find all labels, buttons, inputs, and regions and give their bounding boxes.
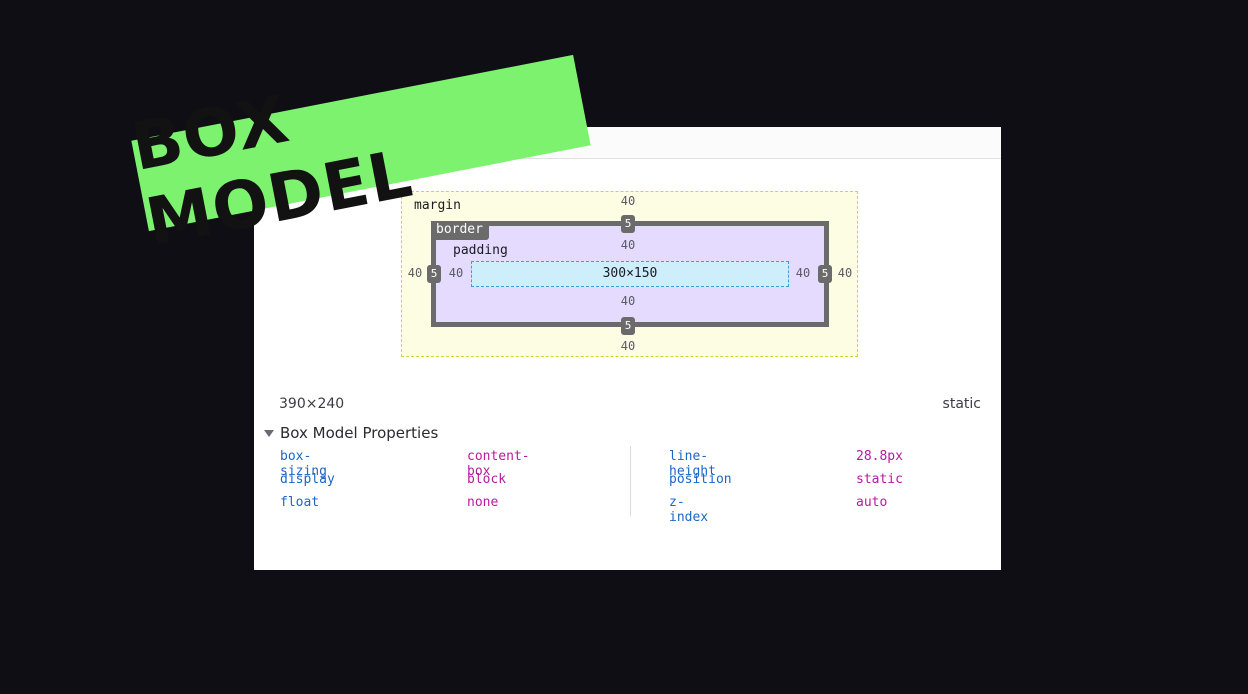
padding-label: padding xyxy=(453,243,508,258)
section-title: Box Model Properties xyxy=(280,424,439,442)
padding-right-value[interactable]: 40 xyxy=(795,266,811,280)
margin-label: margin xyxy=(414,198,461,213)
collapse-triangle-icon xyxy=(264,429,274,437)
property-name: box-sizing xyxy=(280,449,327,479)
border-right-value[interactable]: 5 xyxy=(818,265,832,283)
padding-bottom-value[interactable]: 40 xyxy=(620,294,636,308)
property-value[interactable]: auto xyxy=(856,495,888,510)
margin-left-value[interactable]: 40 xyxy=(407,266,423,280)
box-model-panel: margin border padding 40 40 40 40 5 5 5 … xyxy=(254,127,1001,570)
margin-top-value[interactable]: 40 xyxy=(620,194,636,208)
property-value[interactable]: none xyxy=(467,495,499,510)
border-left-value[interactable]: 5 xyxy=(427,265,441,283)
property-value[interactable]: static xyxy=(856,472,903,487)
padding-top-value[interactable]: 40 xyxy=(620,238,636,252)
properties-grid: box-sizing content-box line-height 28.8p… xyxy=(280,449,980,529)
properties-divider xyxy=(630,446,631,516)
property-value[interactable]: content-box xyxy=(467,449,530,479)
margin-right-value[interactable]: 40 xyxy=(837,266,853,280)
property-name: line-height xyxy=(669,449,716,479)
content-box[interactable] xyxy=(471,261,789,287)
element-position: static xyxy=(942,396,981,412)
box-model-properties-toggle[interactable]: Box Model Properties xyxy=(264,424,438,442)
content-size[interactable]: 300×150 xyxy=(602,266,658,281)
property-name: position xyxy=(669,472,732,487)
border-label: border xyxy=(431,221,489,240)
padding-left-value[interactable]: 40 xyxy=(448,266,464,280)
property-name: float xyxy=(280,495,320,510)
border-bottom-value[interactable]: 5 xyxy=(621,317,635,335)
element-dimensions: 390×240 xyxy=(279,396,345,412)
property-name: z-index xyxy=(669,495,709,525)
margin-bottom-value[interactable]: 40 xyxy=(620,339,636,353)
property-value[interactable]: block xyxy=(467,472,507,487)
property-name: display xyxy=(280,472,335,487)
property-value[interactable]: 28.8px xyxy=(856,449,903,464)
border-top-value[interactable]: 5 xyxy=(621,215,635,233)
